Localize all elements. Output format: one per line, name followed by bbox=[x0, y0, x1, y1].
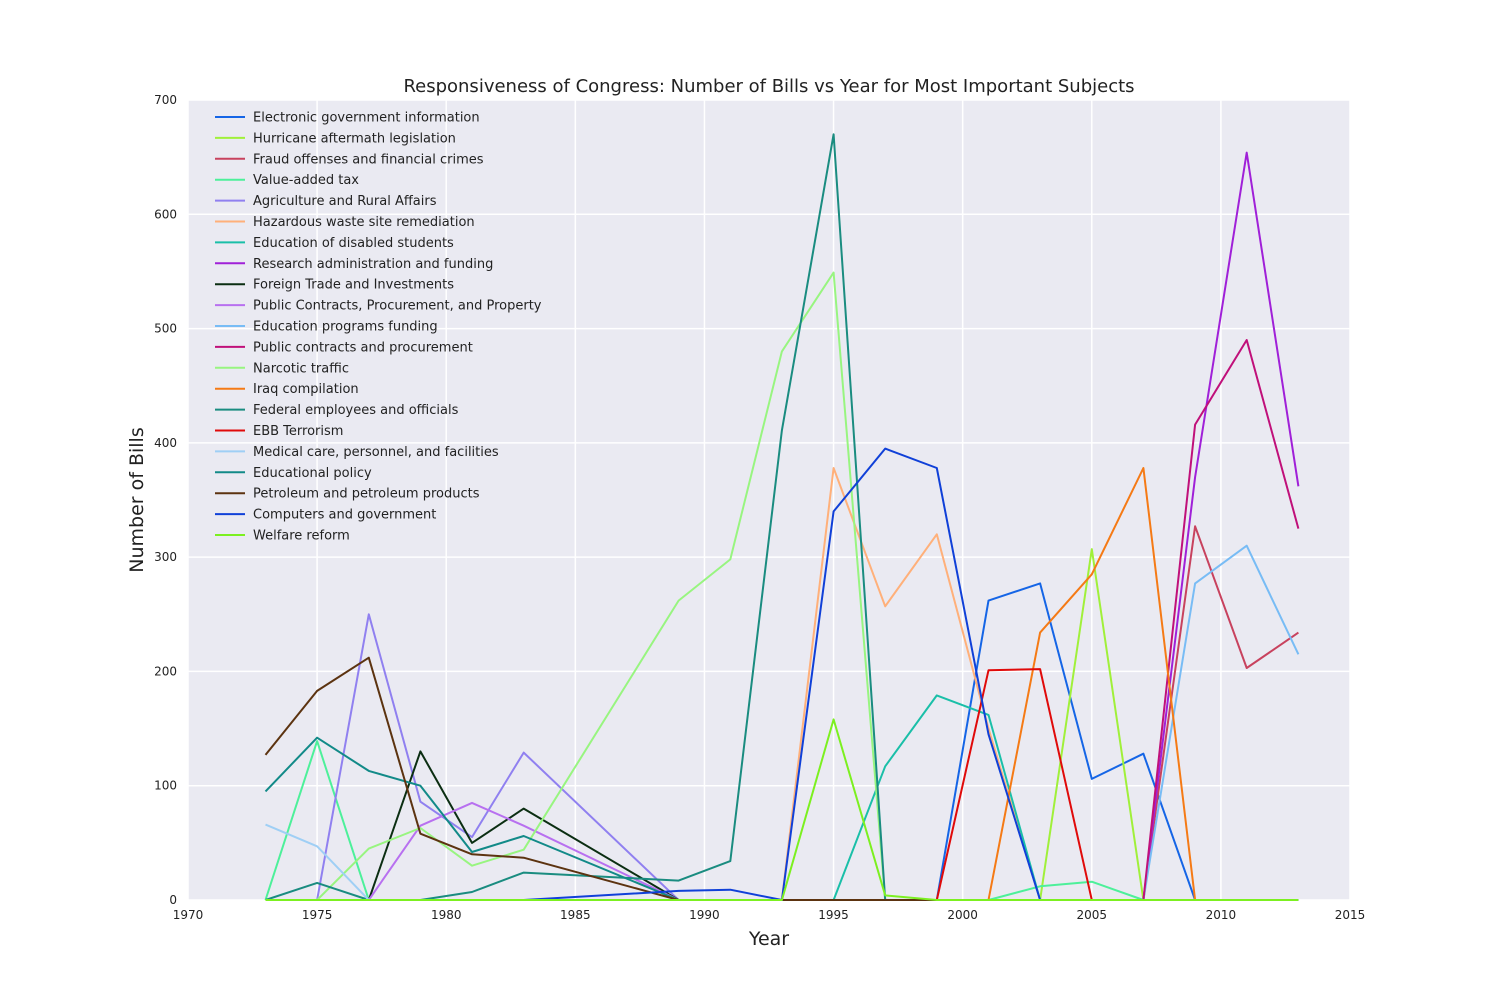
legend-label: Hazardous waste site remediation bbox=[253, 215, 475, 230]
x-tick-label: 1980 bbox=[431, 908, 462, 922]
x-tick-label: 2005 bbox=[1077, 908, 1108, 922]
y-tick-label: 100 bbox=[154, 779, 177, 793]
y-tick-label: 500 bbox=[154, 322, 177, 336]
x-tick-label: 1970 bbox=[173, 908, 204, 922]
legend-label: Iraq compilation bbox=[253, 382, 359, 397]
legend-label: Foreign Trade and Investments bbox=[253, 278, 454, 293]
x-tick-label: 2000 bbox=[947, 908, 978, 922]
legend-label: Education of disabled students bbox=[253, 236, 454, 251]
series-line-21 bbox=[265, 718, 1299, 901]
legend-label: Hurricane aftermath legislation bbox=[253, 131, 456, 146]
x-tick-label: 1975 bbox=[302, 908, 333, 922]
legend-label: Agriculture and Rural Affairs bbox=[253, 194, 437, 209]
legend-label: Public contracts and procurement bbox=[253, 340, 473, 355]
legend-label: Education programs funding bbox=[253, 320, 438, 335]
y-tick-label: 300 bbox=[154, 550, 177, 564]
legend-label: Federal employees and officials bbox=[253, 403, 459, 418]
y-tick-label: 700 bbox=[154, 93, 177, 107]
x-tick-labels: 1970 1975 1980 1985 1990 1995 2000 2005 2010 2015 bbox=[173, 908, 1366, 922]
legend-label: EBB Terrorism bbox=[253, 424, 343, 439]
legend-label: Research administration and funding bbox=[253, 257, 493, 272]
series-lines bbox=[264, 133, 1300, 901]
legend-label: Value-added tax bbox=[253, 173, 359, 188]
y-tick-label: 200 bbox=[154, 664, 177, 678]
y-tick-labels: 0 100 200 300 400 500 600 700 bbox=[154, 93, 177, 907]
y-tick-label: 600 bbox=[154, 207, 177, 221]
chart-title: Responsiveness of Congress: Number of Bi… bbox=[403, 76, 1134, 97]
legend-label: Public Contracts, Procurement, and Prope… bbox=[253, 299, 542, 314]
legend-label: Educational policy bbox=[253, 466, 372, 481]
legend-label: Medical care, personnel, and facilities bbox=[253, 445, 499, 460]
y-tick-label: 400 bbox=[154, 436, 177, 450]
x-axis-label: Year bbox=[748, 928, 789, 950]
legend-label: Petroleum and petroleum products bbox=[253, 487, 480, 502]
x-tick-label: 1995 bbox=[818, 908, 849, 922]
legend-label: Fraud offenses and financial crimes bbox=[253, 152, 484, 167]
x-tick-label: 1990 bbox=[689, 908, 720, 922]
legend-label: Electronic government information bbox=[253, 111, 480, 126]
x-tick-label: 2010 bbox=[1206, 908, 1237, 922]
y-tick-label: 0 bbox=[169, 893, 177, 907]
x-tick-label: 2015 bbox=[1335, 908, 1366, 922]
legend-label: Narcotic traffic bbox=[253, 361, 349, 376]
legend-label: Welfare reform bbox=[253, 529, 350, 544]
plot-area bbox=[188, 100, 1350, 900]
y-axis-label: Number of Bills bbox=[126, 427, 148, 573]
legend: Electronic government information Hurrica… bbox=[215, 111, 542, 544]
legend-label: Computers and government bbox=[253, 508, 436, 523]
x-tick-label: 1985 bbox=[560, 908, 591, 922]
